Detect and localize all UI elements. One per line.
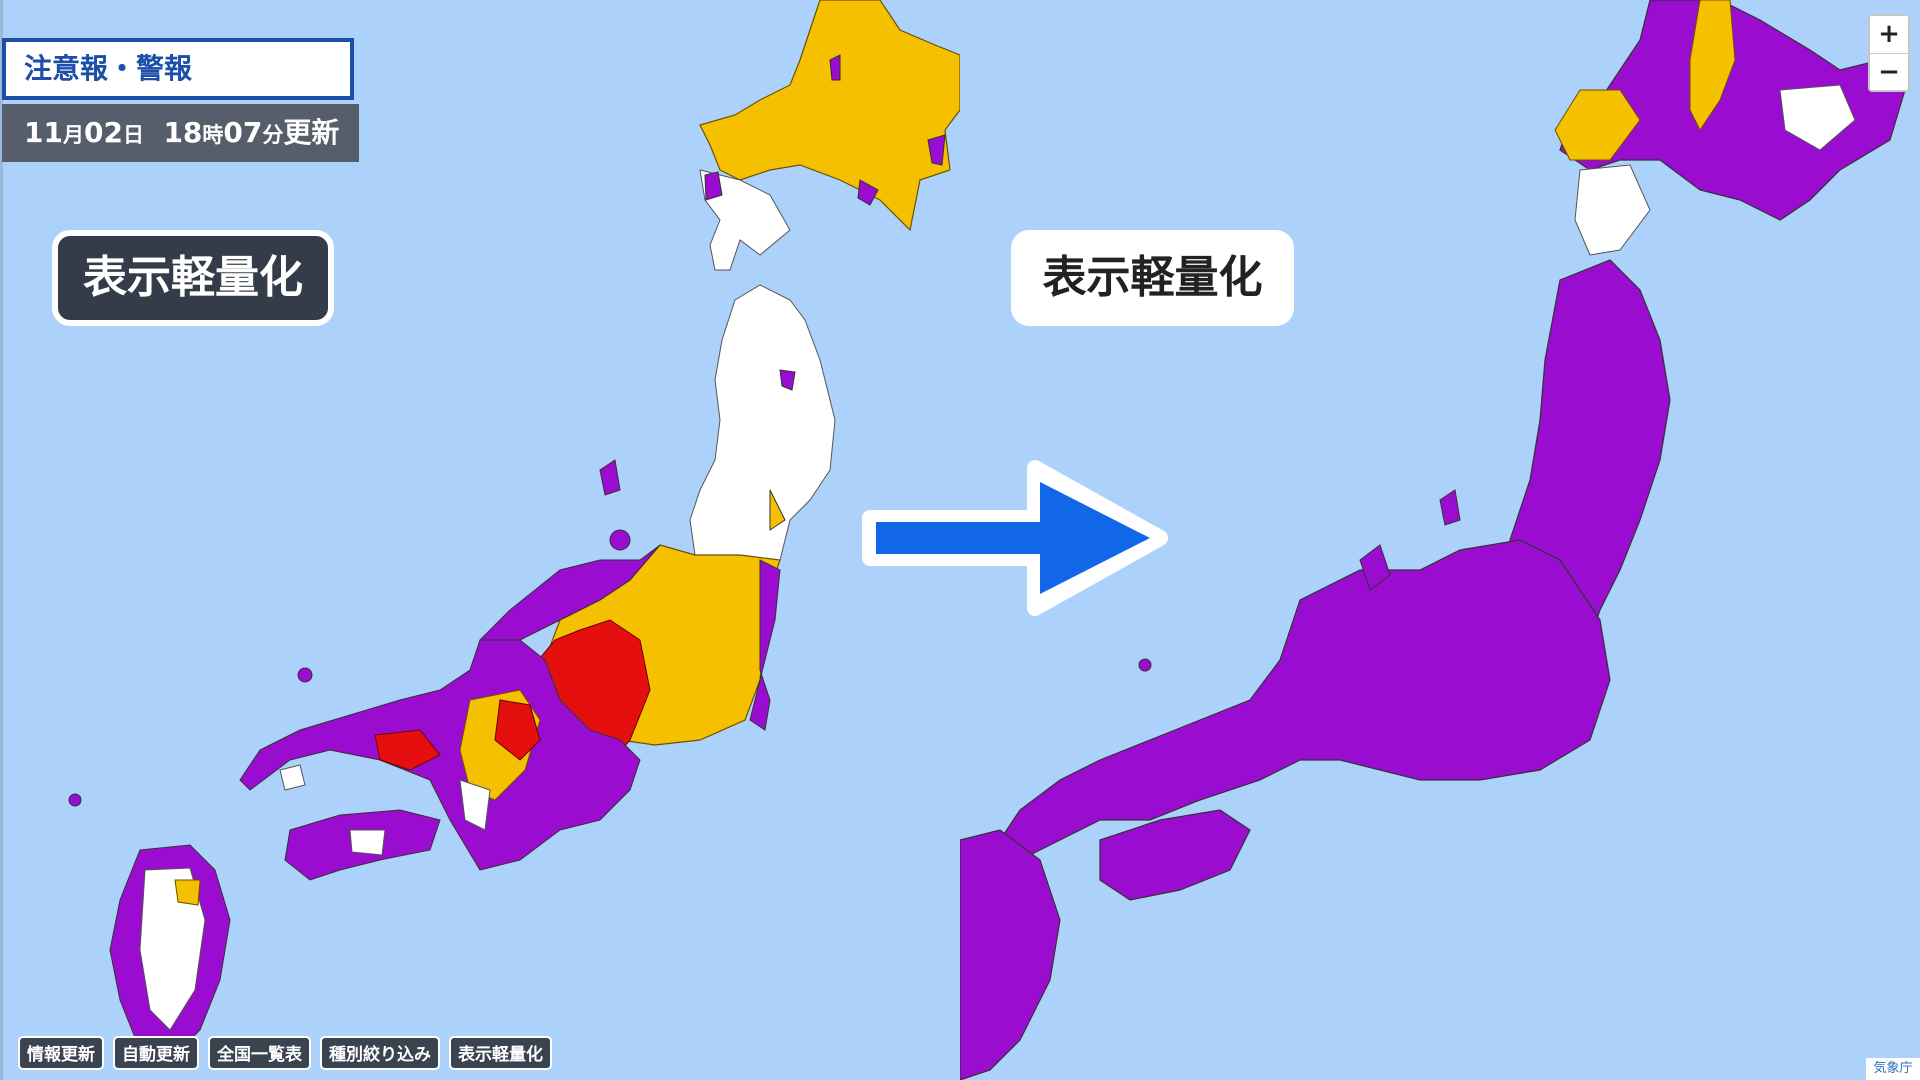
update-minute: 07 <box>223 116 263 149</box>
after-label: 表示軽量化 <box>1011 230 1294 326</box>
type-filter-button[interactable]: 種別絞り込み <box>320 1036 440 1070</box>
lightweight-warning-map[interactable] <box>960 0 1920 1080</box>
update-day: 02 <box>83 116 123 149</box>
arrow-shape <box>876 482 1150 594</box>
tohoku-region <box>689 284 836 561</box>
auto-update-button[interactable]: 自動更新 <box>113 1036 199 1070</box>
lightweight-map-svg <box>960 0 1906 1080</box>
before-label: 表示軽量化 <box>52 230 334 326</box>
bottom-toolbar: 情報更新 自動更新 全国一覧表 種別絞り込み 表示軽量化 <box>18 1036 552 1070</box>
update-timestamp: 11月02日 18時07分更新 <box>2 104 359 162</box>
national-list-button[interactable]: 全国一覧表 <box>208 1036 311 1070</box>
jma-credit-link[interactable]: 気象庁 <box>1866 1058 1920 1080</box>
detailed-map-svg <box>68 0 960 1061</box>
refresh-info-button[interactable]: 情報更新 <box>18 1036 104 1070</box>
detailed-warning-map[interactable] <box>0 0 960 1080</box>
zoom-out-button[interactable]: − <box>1878 57 1900 87</box>
update-hour: 18 <box>163 116 203 149</box>
update-month: 11 <box>24 116 63 149</box>
zoom-in-button[interactable]: + <box>1870 16 1908 54</box>
lightweight-display-button[interactable]: 表示軽量化 <box>449 1036 552 1070</box>
left-edge-border <box>0 0 3 1080</box>
hokkaido-region <box>699 0 960 232</box>
right-arrow-icon <box>862 460 1168 616</box>
zoom-control: + − <box>1868 14 1910 92</box>
page-title: 注意報・警報 <box>2 38 354 100</box>
